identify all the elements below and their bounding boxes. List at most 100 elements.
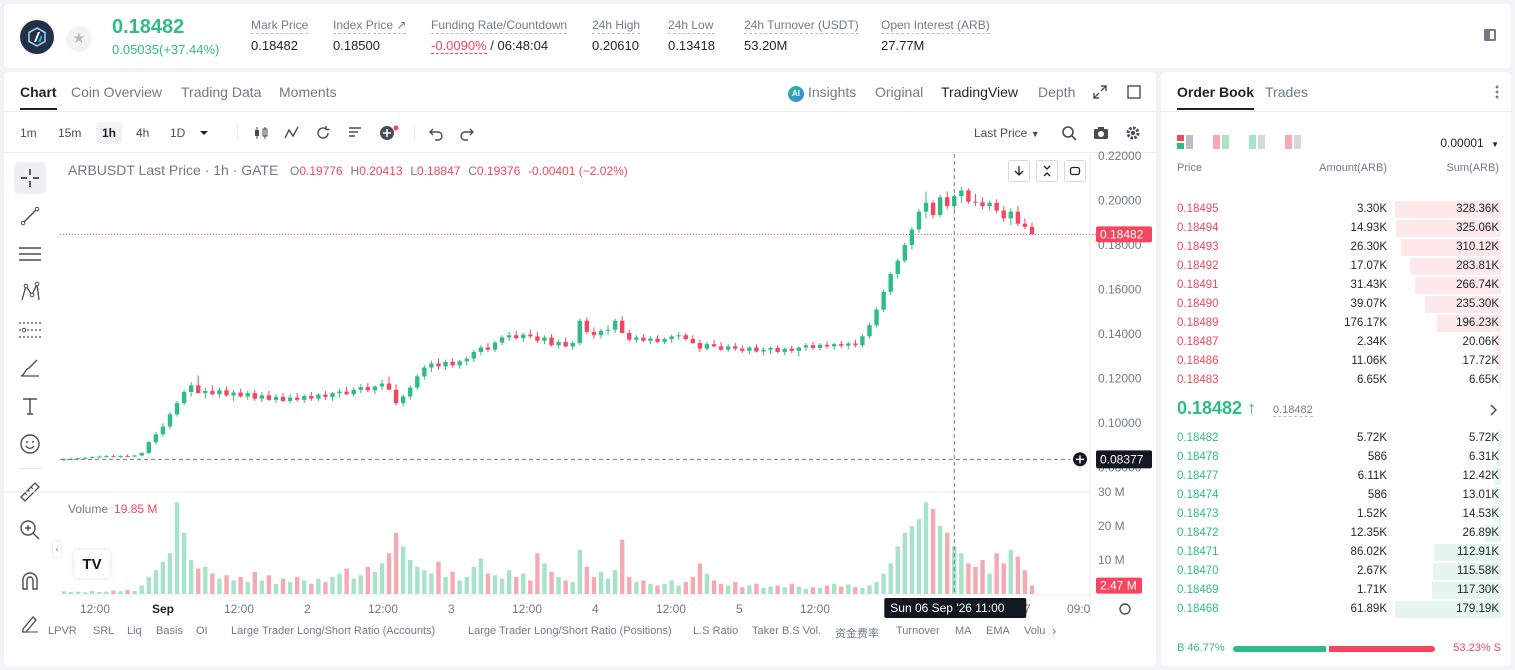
indicator-oi[interactable]: OI (196, 625, 208, 637)
interval-1h[interactable]: 1h (96, 122, 123, 144)
interval-4h[interactable]: 4h (136, 126, 150, 140)
lock-drawing-tool-icon[interactable] (14, 606, 46, 638)
undo-icon[interactable] (428, 125, 444, 141)
indicator-ls-accounts[interactable]: Large Trader Long/Short Ratio (Accounts) (231, 625, 436, 637)
view-depth[interactable]: Depth (1038, 84, 1076, 100)
view-asks-icon[interactable] (1285, 134, 1301, 150)
precision-select[interactable]: 0.00001 ▼ (1440, 136, 1499, 150)
bid-row[interactable]: 0.18477 6.11K 12.42K (1161, 467, 1511, 486)
bid-row[interactable]: 0.18473 1.52K 14.53K (1161, 505, 1511, 524)
bid-row[interactable]: 0.18471 86.02K 112.91K (1161, 543, 1511, 562)
collapse-arrows-icon[interactable] (1036, 160, 1058, 182)
collapse-toolbar-chevron-icon[interactable]: ‹ (52, 540, 62, 558)
insights-button[interactable]: AI Insights (788, 84, 856, 102)
view-both-icon[interactable] (1177, 134, 1193, 150)
indicator-ma[interactable]: MA (955, 625, 972, 637)
candle-body (725, 346, 731, 350)
candle-body (429, 363, 434, 368)
favorite-star-icon[interactable]: ★ (66, 26, 92, 52)
indicator-ls-ratio[interactable]: L.S Ratio (693, 625, 739, 637)
ask-row[interactable]: 0.18490 39.07K 235.30K (1161, 295, 1511, 314)
interval-1m[interactable]: 1m (20, 126, 37, 140)
stat-label[interactable]: Funding Rate/Countdown (431, 18, 568, 34)
view-bids-asks-icon[interactable] (1213, 134, 1229, 150)
pattern-tool-icon[interactable] (14, 276, 46, 308)
crosshair-tool-icon[interactable] (14, 162, 46, 194)
indicator-funding-rate[interactable]: 资金费率 (835, 628, 879, 640)
stat-label[interactable]: Index Price ↗ (333, 18, 407, 34)
tab-coin-overview[interactable]: Coin Overview (71, 84, 163, 100)
volume-bar (160, 561, 166, 594)
price-chart[interactable]: 0.220000.200000.180000.160000.140000.120… (4, 72, 1156, 666)
tab-trading-data[interactable]: Trading Data (181, 84, 262, 100)
indicator-srl[interactable]: SRL (93, 625, 115, 637)
view-bids-icon[interactable] (1249, 134, 1265, 150)
ask-row[interactable]: 0.18491 31.43K 266.74K (1161, 276, 1511, 295)
view-tradingview[interactable]: TradingView (941, 84, 1019, 100)
indicators-icon[interactable] (284, 125, 300, 141)
redo-icon[interactable] (459, 125, 475, 141)
indicator-ema[interactable]: EMA (986, 625, 1010, 637)
stat-label[interactable]: 24h Turnover (USDT) (744, 18, 859, 34)
stat-label[interactable]: 24h Low (668, 18, 715, 34)
expand-icon[interactable] (1093, 85, 1107, 99)
more-options-icon[interactable] (1495, 85, 1499, 99)
ask-row[interactable]: 0.18495 3.30K 328.36K (1161, 200, 1511, 219)
interval-15m[interactable]: 15m (58, 126, 82, 140)
brush-tool-icon[interactable] (14, 352, 46, 384)
tab-moments[interactable]: Moments (279, 84, 337, 100)
bid-row[interactable]: 0.18474 586 13.01K (1161, 486, 1511, 505)
tab-trades[interactable]: Trades (1265, 84, 1309, 100)
ticker-bar: ★ 0.18482 0.05035(+37.44%) Mark Price 0.… (4, 4, 1511, 68)
text-tool-icon[interactable] (14, 390, 46, 422)
zoom-in-tool-icon[interactable] (14, 514, 46, 546)
indicator-taker-vol[interactable]: Taker B.S Vol. (752, 625, 822, 637)
tab-chart[interactable]: Chart (20, 84, 57, 110)
templates-icon[interactable] (347, 125, 363, 141)
ask-row[interactable]: 0.18489 176.17K 196.23K (1161, 314, 1511, 333)
magnet-tool-icon[interactable] (14, 566, 46, 598)
bid-row[interactable]: 0.18468 61.89K 179.19K (1161, 600, 1511, 619)
interval-dropdown-icon[interactable] (196, 125, 212, 141)
indicator-ls-positions[interactable]: Large Trader Long/Short Ratio (Positions… (468, 625, 672, 637)
bid-row[interactable]: 0.18469 1.71K 117.30K (1161, 581, 1511, 600)
candle-type-icon[interactable] (253, 125, 269, 141)
camera-icon[interactable] (1093, 125, 1109, 141)
bid-row[interactable]: 0.18482 5.72K 5.72K (1161, 429, 1511, 448)
search-icon[interactable] (1061, 125, 1077, 141)
stat-label[interactable]: 24h High (592, 18, 641, 34)
refresh-icon[interactable] (315, 125, 331, 141)
parallel-lines-tool-icon[interactable] (14, 238, 46, 270)
scroll-down-icon[interactable] (1008, 160, 1030, 182)
tab-order-book[interactable]: Order Book (1177, 84, 1255, 110)
notebook-icon[interactable] (1483, 28, 1497, 42)
view-original[interactable]: Original (875, 84, 924, 100)
ask-row[interactable]: 0.18492 17.07K 283.81K (1161, 257, 1511, 276)
add-indicator-icon[interactable] (379, 125, 399, 141)
ask-row[interactable]: 0.18483 6.65K 6.65K (1161, 371, 1511, 390)
indicator-volume[interactable]: Volu (1024, 625, 1046, 637)
chevron-right-icon[interactable] (1489, 404, 1497, 416)
ask-row[interactable]: 0.18486 11.06K 17.72K (1161, 352, 1511, 371)
interval-1d[interactable]: 1D (170, 126, 186, 140)
scroll-right-chevron-icon[interactable]: › (1052, 623, 1057, 638)
window-icon[interactable] (1127, 85, 1141, 99)
price-type-select[interactable]: Last Price ▼ (974, 126, 1040, 140)
indicator-turnover[interactable]: Turnover (896, 625, 940, 637)
indicator-lpvr[interactable]: LPVR (48, 625, 77, 637)
bid-row[interactable]: 0.18472 12.35K 26.89K (1161, 524, 1511, 543)
indicator-liq[interactable]: Liq (127, 625, 142, 637)
indicator-basis[interactable]: Basis (156, 625, 183, 637)
ask-row[interactable]: 0.18487 2.34K 20.06K (1161, 333, 1511, 352)
bid-row[interactable]: 0.18470 2.67K 115.58K (1161, 562, 1511, 581)
emoji-tool-icon[interactable] (14, 428, 46, 460)
settings-gear-icon[interactable] (1125, 125, 1141, 141)
fib-tool-icon[interactable] (14, 314, 46, 346)
reset-view-icon[interactable] (1064, 160, 1086, 182)
ask-row[interactable]: 0.18493 26.30K 310.12K (1161, 238, 1511, 257)
stat-label[interactable]: Mark Price (251, 18, 309, 34)
trend-line-tool-icon[interactable] (14, 200, 46, 232)
ask-row[interactable]: 0.18494 14.93K 325.06K (1161, 219, 1511, 238)
bid-row[interactable]: 0.18478 586 6.31K (1161, 448, 1511, 467)
stat-label[interactable]: Open Interest (ARB) (881, 18, 990, 34)
